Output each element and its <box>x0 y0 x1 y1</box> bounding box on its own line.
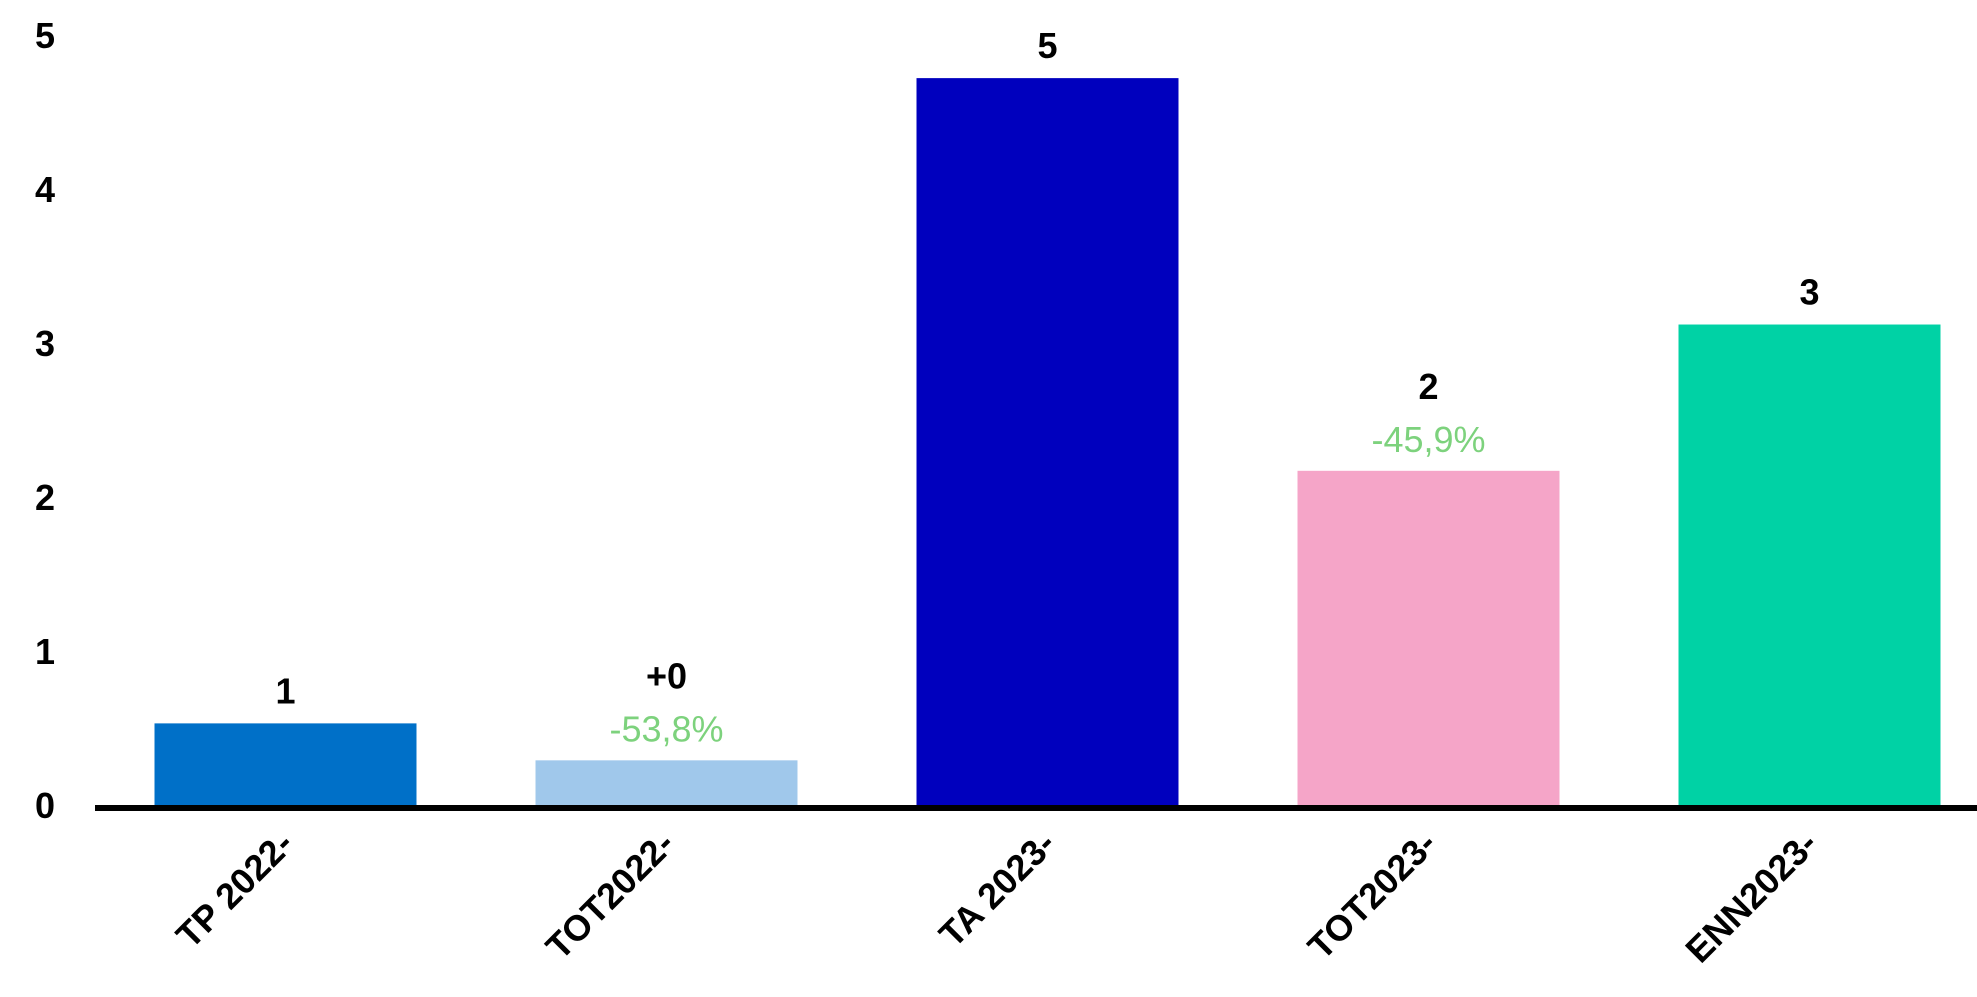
x-tick-label: TOT2023- <box>1300 823 1445 968</box>
x-tick-label: TOT2022- <box>538 823 683 968</box>
bar-change-label: -53,8% <box>609 708 723 749</box>
y-tick-label: 4 <box>35 169 55 210</box>
x-tick-label: TA 2023- <box>931 823 1063 955</box>
bar <box>1678 324 1941 805</box>
y-tick-label: 1 <box>35 631 55 672</box>
y-tick-label: 2 <box>35 477 55 518</box>
y-axis: 0 1 2 3 4 5 <box>35 15 55 826</box>
y-tick-label: 0 <box>35 785 55 826</box>
bar-change-label: -45,9% <box>1371 419 1485 460</box>
bar-value-label: 3 <box>1799 272 1819 313</box>
bar <box>916 78 1179 806</box>
bar-value-label: 1 <box>275 670 295 711</box>
x-tick-label: TP 2022- <box>168 823 301 956</box>
y-tick-label: 5 <box>35 15 55 56</box>
x-tick-label: ENN2023- <box>1677 823 1825 971</box>
x-axis-labels: TP 2022- TOT2022- TA 2023- TOT2023- ENN2023- <box>168 823 1825 971</box>
bar-value-label: 5 <box>1037 25 1057 66</box>
y-tick-label: 3 <box>35 323 55 364</box>
bar-value-label: 2 <box>1418 366 1438 407</box>
bar <box>535 760 798 805</box>
bars: 1 +0 -53,8% 5 2 -45,9% 3 <box>154 25 1941 806</box>
bar <box>1297 470 1560 805</box>
bar <box>154 723 417 805</box>
bar-value-label: +0 <box>646 655 687 696</box>
